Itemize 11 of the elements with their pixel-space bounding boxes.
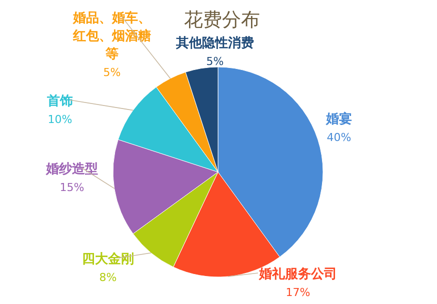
data-label: 15% — [60, 181, 84, 194]
data-label: 5% — [103, 66, 121, 79]
slice-label: 婚纱造型 — [45, 162, 98, 177]
data-label: 8% — [99, 271, 117, 284]
data-label: 17% — [286, 286, 310, 299]
chart-title: 花费分布 — [184, 9, 260, 31]
slice-label: 四大金刚 — [82, 252, 134, 267]
slice-label: 首饰 — [46, 94, 73, 109]
data-label: 10% — [48, 113, 72, 126]
slice-label: 婚礼服务公司 — [258, 266, 337, 282]
slice-label: 婚品、婚车、红包、烟酒糖等 — [72, 10, 151, 62]
